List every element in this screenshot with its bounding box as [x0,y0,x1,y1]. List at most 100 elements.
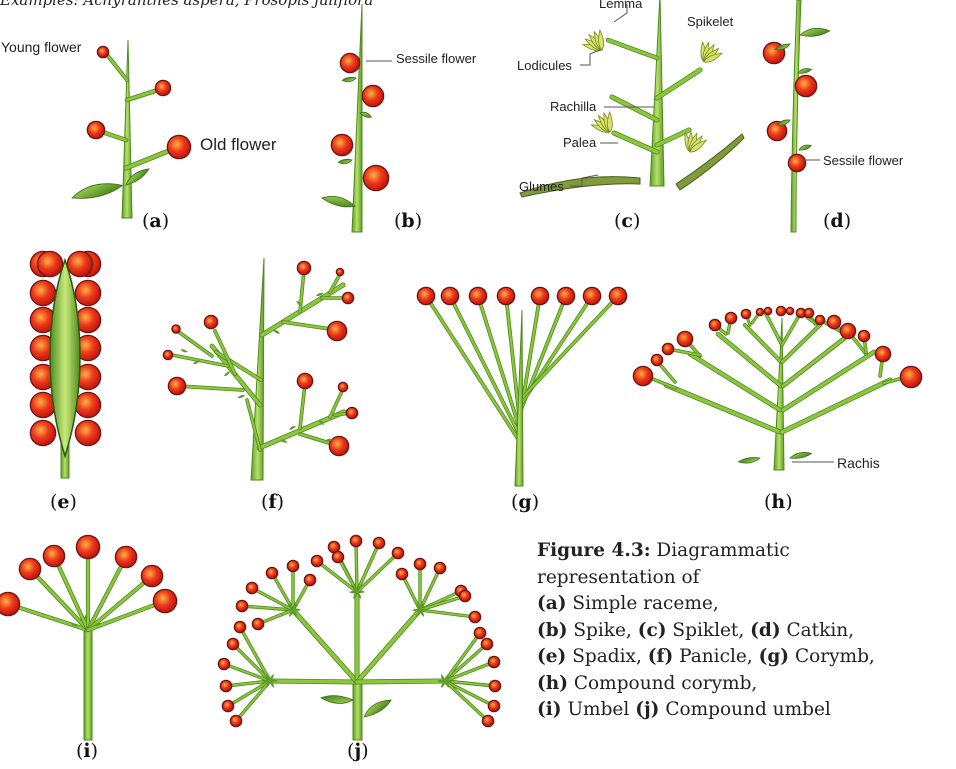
flower [789,155,805,171]
flower [154,590,176,612]
stem-highlight [227,680,271,707]
bract [356,585,361,592]
flower [68,252,92,276]
label-spikelet: Spikelet [687,14,734,29]
stem-highlight [124,148,173,170]
stem-highlight [241,605,294,611]
bract [440,674,445,681]
main-axis [121,39,133,219]
leaf [363,699,392,718]
bract [420,608,428,611]
stem-highlight [765,313,783,346]
umbel-diagram [0,534,178,741]
bract [273,329,280,334]
stem-highlight [781,332,852,388]
label-leader-lines [366,4,834,463]
stem-highlight [86,574,154,632]
header-cut-text: Examples: Achyranthes aspera, Prosopis j… [0,0,374,9]
flower [475,628,485,638]
stem-highlight [444,680,495,707]
bract [353,592,358,599]
leaf [776,119,791,126]
bract [420,610,425,617]
flower [328,322,346,340]
leaf [797,68,813,74]
leaf [798,144,812,151]
stem-highlight [175,329,213,357]
label-lemma: Lemma [599,0,643,11]
flower [76,421,100,445]
bract [288,603,293,610]
label-rachis: Rachis [837,455,880,471]
corymb-diagram [416,286,628,487]
stem-highlight [355,540,358,593]
flower [337,269,343,275]
flower [341,54,359,72]
flower [610,288,626,304]
stem-highlight [28,567,90,632]
label-rachilla: Rachilla [550,99,597,114]
leaf [737,457,761,464]
flower [169,378,185,394]
panicle-diagram [162,257,359,481]
stem-highlight [606,38,659,60]
bract [412,609,420,612]
compound-corymb-diagram [632,305,923,471]
flower [76,281,100,305]
flower [393,548,403,558]
sublabel-b: (b) [394,210,423,232]
bract [193,360,200,365]
sublabel-i: (i) [76,740,99,762]
flower [172,325,180,333]
flower [364,166,388,190]
stem-highlight [612,131,659,154]
flower [418,288,434,304]
flower [710,320,720,330]
bract [265,674,270,681]
leader-lemma [613,4,628,23]
leaf [71,183,124,199]
main-axis [351,3,363,233]
flower [205,316,217,328]
sublabel-d: (d) [823,210,852,232]
flower [634,367,652,385]
stem-highlight [125,88,160,102]
stem-highlight [780,378,892,434]
stem-highlight [106,54,129,82]
sublabel-g: (g) [511,491,540,513]
stem-highlight [781,350,876,412]
stem-highlight [232,643,271,682]
simple-raceme-diagram [71,39,192,219]
leader-glumes [570,174,599,187]
bract [84,614,87,622]
stem-highlight [235,680,271,722]
stem-highlight [355,679,447,684]
label-lodicules: Lodicules [517,58,572,73]
stem-highlight [86,555,128,632]
flower [288,561,298,571]
caption-line-2: representation of [537,566,700,588]
bract [316,292,324,297]
stem-highlight [299,383,306,429]
bract [325,438,333,442]
bract [416,610,421,617]
leaf [774,43,791,51]
stem-highlight [251,587,294,611]
bract [357,590,365,593]
flower [678,332,692,346]
catkin-axis [790,0,802,233]
bract [445,679,453,682]
stem-highlight [100,130,128,142]
stem-highlight [86,599,167,632]
flower [168,136,190,158]
bract [318,420,325,426]
bract [223,371,230,377]
caption-title: Figure 4.3: [537,540,651,561]
flower [805,309,813,317]
bract [280,439,288,443]
stem-highlight [246,399,261,451]
stem-highlight [239,626,271,682]
stem-highlight [716,332,783,388]
flower [797,309,805,317]
floret [598,28,605,51]
